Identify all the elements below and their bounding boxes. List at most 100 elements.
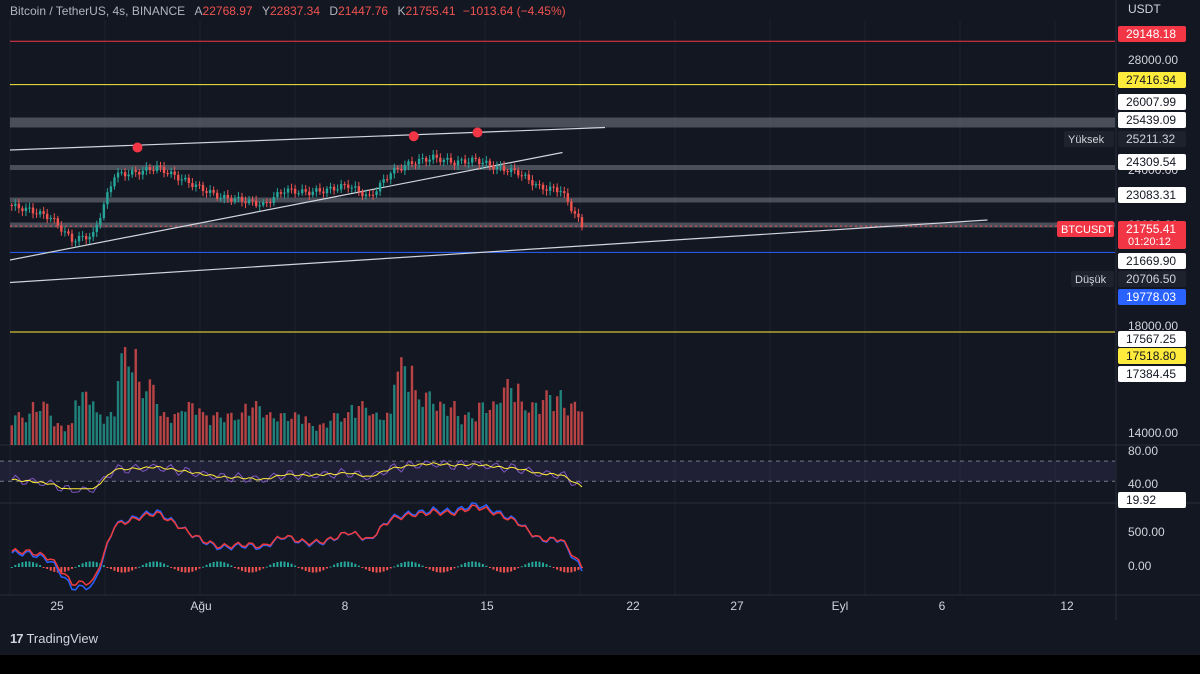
symbol-header: Bitcoin / TetherUS, 4s, BINANCE A22768.9… <box>10 4 566 18</box>
candle-body <box>502 165 506 172</box>
macd-histogram-bar <box>155 561 158 567</box>
symbol-title[interactable]: Bitcoin / TetherUS, 4s, BINANCE <box>10 4 186 18</box>
candle-body <box>272 197 276 203</box>
macd-histogram-bar <box>194 567 197 571</box>
candlesticks <box>10 149 584 247</box>
price-axis-labels: 29148.18 27416.94 26007.99 25439.09 25211.32… <box>1057 26 1186 508</box>
time-axis[interactable]: 25 Ağu 8 15 22 27 Eyl 6 12 <box>50 599 1074 613</box>
price-tag-label: Düşük <box>1075 274 1107 286</box>
volume-bar <box>205 415 208 445</box>
macd-histogram-bar <box>538 561 541 567</box>
candle-body <box>237 196 240 199</box>
pivot-marker <box>132 142 143 153</box>
rsi-tick-label: 80.00 <box>1128 444 1158 458</box>
candle-body <box>120 172 123 174</box>
volume-bar <box>31 401 35 445</box>
macd-histogram-bar <box>457 566 460 568</box>
candle-body <box>407 161 410 166</box>
macd-histogram-bar <box>396 564 399 567</box>
candle-body <box>375 191 378 196</box>
price-label-value: 17384.45 <box>1126 367 1176 381</box>
volume-bar <box>566 415 570 445</box>
volume-bar <box>152 384 155 445</box>
volume-bar <box>350 404 353 445</box>
macd-histogram-bar <box>311 567 314 573</box>
candle-body <box>191 183 194 188</box>
macd-histogram-bar <box>407 561 410 567</box>
volume-bar <box>393 384 396 445</box>
volume-bar <box>177 412 180 445</box>
macd-histogram-bar <box>35 563 38 567</box>
date-tick-label: 25 <box>50 599 64 613</box>
volume-bar <box>138 381 141 445</box>
candle-body <box>541 184 545 190</box>
candle-body <box>205 191 208 193</box>
volume-bar <box>28 413 31 445</box>
macd-histogram-bar <box>124 567 127 573</box>
candle-body <box>233 198 237 202</box>
macd-histogram-bar <box>32 562 35 567</box>
high-value: 22837.34 <box>269 4 321 18</box>
volume-bar <box>481 402 485 445</box>
countdown-label: 01:20:12 <box>1128 236 1171 248</box>
volume-bar <box>538 413 541 445</box>
volume-bar <box>106 416 109 445</box>
candle-body <box>325 188 329 194</box>
volume-bar <box>555 396 559 445</box>
volume-bar <box>559 390 562 445</box>
candle-body <box>361 191 364 197</box>
volume-bar <box>219 417 222 445</box>
candle-body <box>463 159 467 164</box>
volume-bar <box>286 420 290 445</box>
macd-histogram-bar <box>74 566 77 568</box>
candle-body <box>495 166 499 170</box>
price-label-box <box>1118 26 1186 42</box>
macd-histogram-bar <box>542 562 545 567</box>
candle-body <box>315 188 318 192</box>
macd-histogram-bar <box>230 565 233 567</box>
candle-body <box>478 158 481 165</box>
candle-body <box>53 217 56 219</box>
candle-body <box>400 169 403 171</box>
volume-bar <box>382 420 385 445</box>
candle-body <box>417 158 421 165</box>
macd-histogram-bar <box>279 561 282 567</box>
volume-bar <box>45 403 49 445</box>
volume-bar <box>74 400 77 445</box>
macd-histogram-bar <box>163 563 166 567</box>
tradingview-brand[interactable]: TradingView <box>26 631 99 646</box>
price-label-box <box>1118 131 1186 147</box>
volume-bar <box>247 415 251 445</box>
macd-histogram-bar <box>481 563 484 567</box>
volume-bar <box>463 414 467 445</box>
macd-histogram-bar <box>421 565 424 567</box>
macd-histogram-bar <box>478 562 481 567</box>
macd-histogram-bar <box>109 567 112 570</box>
volume-bar <box>95 412 98 445</box>
macd-histogram-bar <box>545 564 548 567</box>
candle-body <box>187 177 191 184</box>
rsi-pane <box>0 459 1115 493</box>
macd-histogram-bar <box>53 567 56 572</box>
date-tick-label: 12 <box>1060 599 1074 613</box>
macd-histogram-bar <box>21 562 24 567</box>
macd-histogram-bar <box>219 561 222 567</box>
price-label: 25211.32 Yüksek <box>1064 131 1186 147</box>
price-label: 19778.03 <box>1118 289 1186 305</box>
candle-body <box>265 202 268 204</box>
candle-body <box>332 186 336 191</box>
volume-bar <box>407 391 410 445</box>
price-label-box <box>1118 253 1186 269</box>
macd-histogram-bar <box>63 567 66 572</box>
price-label-box <box>1118 154 1186 170</box>
volume-bar <box>424 392 428 445</box>
macd-histogram-bar <box>393 566 396 568</box>
volume-bar <box>552 411 555 445</box>
volume-bar <box>162 412 166 445</box>
macd-histogram-bar <box>467 561 470 567</box>
rsi-line <box>11 459 583 493</box>
macd-histogram-bar <box>240 567 243 571</box>
candle-body <box>552 186 555 188</box>
